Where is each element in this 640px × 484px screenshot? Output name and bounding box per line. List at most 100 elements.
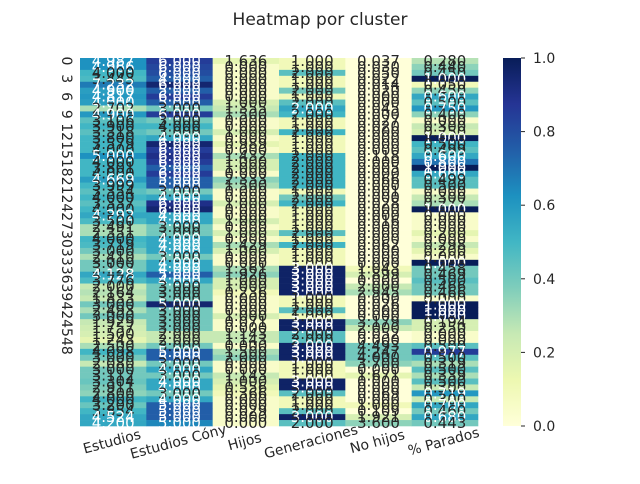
heatmap-cell — [279, 129, 346, 136]
heatmap-cell — [80, 141, 147, 148]
heatmap-cell — [146, 331, 213, 338]
cell-annotation: 2.333 — [224, 171, 267, 189]
cell-annotation: 0.001 — [357, 183, 400, 201]
cell-annotation: 1.432 — [224, 147, 267, 165]
heatmap-cell — [146, 295, 213, 302]
colorbar-tick-label: 0.2 — [533, 345, 555, 361]
cell-annotation: 3.000 — [291, 260, 334, 278]
heatmap-cell — [80, 259, 147, 267]
cell-annotation: 4.669 — [92, 171, 135, 189]
cell-annotation: 4.000 — [92, 230, 135, 248]
heatmap-cell — [345, 342, 412, 350]
cell-annotation: 1.833 — [92, 289, 135, 307]
heatmap-cell — [345, 194, 412, 201]
cell-annotation: 0.000 — [357, 248, 400, 266]
heatmap-cell — [345, 206, 412, 213]
cell-annotation: 5.000 — [158, 396, 201, 414]
heatmap-cell — [345, 414, 412, 421]
heatmap-cell — [411, 360, 479, 367]
cell-annotation: 3.304 — [92, 372, 135, 390]
cell-annotation: 3.000 — [92, 349, 135, 367]
heatmap-cell — [80, 414, 147, 421]
heatmap-cell — [279, 141, 346, 148]
cell-annotation: 0.280 — [423, 52, 466, 70]
heatmap-cell — [411, 384, 479, 391]
cell-annotation: 6.000 — [158, 135, 201, 153]
heatmap-cell — [80, 295, 147, 302]
heatmap-cell — [212, 230, 280, 237]
cell-annotation: 0.500 — [423, 135, 466, 153]
heatmap-cell — [345, 212, 412, 219]
heatmap-cell — [146, 396, 213, 403]
heatmap-cell — [80, 206, 147, 213]
heatmap-cell — [80, 360, 147, 367]
cell-annotation: 2.000 — [291, 194, 334, 212]
y-tick-label: 39 — [58, 284, 74, 302]
heatmap-cell — [212, 147, 280, 154]
cell-annotation: 1.000 — [423, 159, 466, 177]
heatmap-cell — [411, 242, 479, 249]
heatmap-cell — [146, 58, 213, 65]
heatmap-cell — [212, 390, 280, 397]
cell-annotation: 1.926 — [224, 266, 267, 284]
heatmap-cell — [345, 319, 412, 326]
heatmap-cell — [146, 259, 213, 267]
heatmap-cell — [345, 277, 412, 284]
heatmap-cell — [411, 319, 479, 326]
cell-annotation: 4.000 — [158, 372, 201, 390]
heatmap-cell — [345, 105, 412, 112]
heatmap-cell — [411, 366, 479, 373]
heatmap-cell — [212, 75, 280, 83]
cell-annotation: 0.000 — [224, 165, 267, 183]
heatmap-cell — [212, 99, 280, 106]
heatmap-cell — [411, 158, 479, 166]
cell-annotation: 0.450 — [423, 64, 466, 82]
heatmap-cell — [80, 242, 147, 249]
cell-annotation: 2.164 — [92, 283, 135, 301]
heatmap-cell — [279, 331, 346, 338]
heatmap-cell — [279, 301, 346, 308]
cell-annotation: 3.000 — [158, 301, 201, 319]
cell-annotation: 0.028 — [357, 194, 400, 212]
cell-annotation: 0.000 — [224, 218, 267, 236]
heatmap-cell — [345, 259, 412, 267]
cell-annotation: 4.000 — [92, 165, 135, 183]
cell-annotation: 1.000 — [224, 123, 267, 141]
heatmap-cell — [279, 194, 346, 201]
cell-annotation: 3.179 — [357, 313, 400, 331]
cell-annotation: 0.000 — [357, 242, 400, 260]
heatmap-cell — [80, 313, 147, 320]
cell-annotation: 0.000 — [224, 289, 267, 307]
cell-annotation: 0.440 — [423, 58, 466, 76]
heatmap-cell — [345, 390, 412, 397]
heatmap-cell — [212, 81, 280, 88]
heatmap-cell — [212, 295, 280, 302]
heatmap-cell — [80, 182, 147, 189]
heatmap-cell — [80, 342, 147, 350]
heatmap-cell — [411, 182, 479, 189]
heatmap-cell — [80, 289, 147, 296]
heatmap-cell — [411, 218, 479, 225]
heatmap-cell — [80, 372, 147, 379]
heatmap-cell — [411, 135, 479, 142]
heatmap-cell — [146, 360, 213, 367]
heatmap-cell — [345, 152, 412, 160]
heatmap-cell — [212, 283, 280, 290]
cell-annotation: 0.400 — [423, 105, 466, 123]
cell-annotation: 1.000 — [224, 153, 267, 171]
cell-annotation: 0.250 — [423, 123, 466, 141]
cell-annotation: 2.000 — [158, 325, 201, 343]
heatmap-cell — [212, 420, 280, 427]
heatmap-cell — [80, 396, 147, 403]
heatmap-cell — [212, 111, 280, 118]
heatmap-cell — [146, 271, 213, 278]
cell-annotation: 1.043 — [357, 260, 400, 278]
heatmap-cell — [80, 176, 147, 183]
heatmap-cell — [80, 147, 147, 154]
cell-annotation: 3.000 — [158, 111, 201, 129]
colorbar — [503, 58, 521, 426]
cell-annotation: 3.800 — [92, 129, 135, 147]
heatmap-cell — [279, 396, 346, 403]
